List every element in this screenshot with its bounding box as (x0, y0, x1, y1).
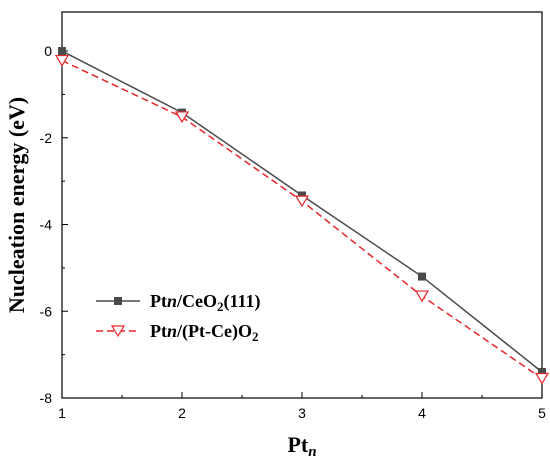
x-axis-title-main: Pt (287, 432, 308, 457)
axis-ticks (61, 50, 543, 399)
legend-label-series-2: Ptn/(Pt-Ce)O2 (150, 321, 258, 344)
y-tick-label: -6 (40, 303, 53, 319)
y-tick-label: -8 (40, 390, 53, 406)
data-point-series-2 (414, 290, 430, 303)
data-point-series-2 (174, 111, 190, 124)
series-line-1 (61, 50, 543, 373)
y-tick-label: 0 (44, 43, 52, 59)
data-point-series-1 (418, 272, 426, 281)
legend-label-series-1: Ptn/CeO2(111) (150, 291, 261, 314)
series-layer (54, 47, 550, 385)
data-point-series-1 (538, 367, 546, 376)
data-point-series-1 (58, 47, 66, 56)
y-tick-label: -2 (40, 130, 53, 146)
x-tick-label: 2 (178, 405, 186, 421)
legend-marker-series-1 (114, 297, 122, 305)
data-point-series-2 (54, 54, 70, 67)
x-axis-title-subscript: n (308, 444, 316, 460)
data-point-series-2 (294, 195, 310, 208)
x-tick-label: 4 (418, 405, 426, 421)
x-tick-label: 5 (538, 405, 546, 421)
x-axis-title: Ptn (287, 432, 316, 460)
x-tick-label: 1 (58, 405, 66, 421)
x-tick-label: 3 (298, 405, 306, 421)
y-tick-label: -4 (40, 217, 53, 233)
data-point-series-1 (298, 191, 306, 200)
data-point-series-2 (534, 372, 550, 385)
legend-marker-series-2 (110, 325, 126, 338)
legend: Ptn/CeO2(111) Ptn/(Pt-Ce)O2 (96, 291, 261, 344)
tick-labels: 1 2 3 4 5 0 -2 -4 -6 -8 (40, 43, 547, 421)
y-axis-title: Nucleation energy (eV) (4, 97, 29, 313)
